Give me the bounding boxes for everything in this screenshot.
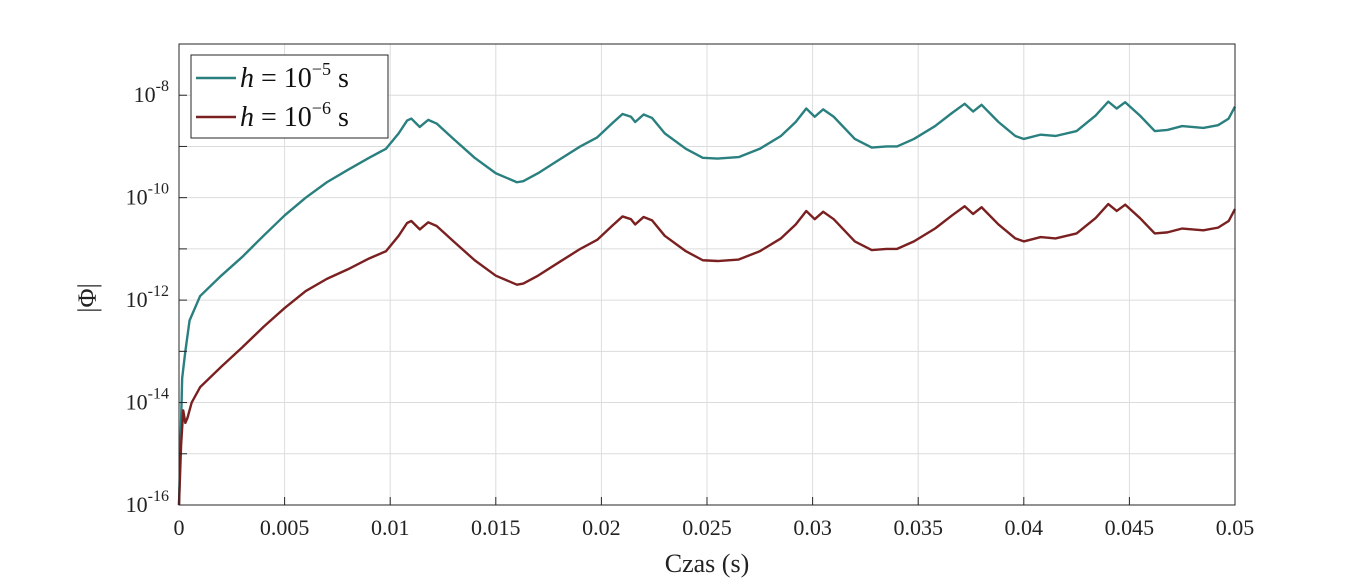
legend: h = 10−5 s h = 10−6 s — [190, 54, 389, 139]
x-axis-ticks: 0 0.005 0.01 0.015 0.02 0.025 0.03 0.035 0.04 0.0… — [174, 497, 1255, 540]
legend-box — [190, 54, 389, 139]
y-axis-ticks: 10-16 10-14 10-12 10-10 10-8 — [126, 43, 187, 517]
y-tick-label: 10-14 — [126, 386, 169, 415]
x-tick-label: 0 — [174, 515, 185, 540]
x-tick-label: 0.01 — [371, 515, 410, 540]
x-tick-label: 0.025 — [682, 515, 732, 540]
x-tick-label: 0.05 — [1216, 515, 1255, 540]
y-tick-label: 10-10 — [126, 181, 169, 210]
x-tick-label: 0.015 — [471, 515, 521, 540]
legend-label-2: h = 10−6 s — [240, 98, 349, 133]
x-axis-label: Czas (s) — [665, 549, 749, 578]
legend-label-1: h = 10−5 s — [240, 59, 349, 94]
y-tick-label: 10-12 — [126, 283, 169, 312]
y-axis-label: |Φ| — [73, 283, 102, 312]
x-tick-label: 0.02 — [582, 515, 621, 540]
x-tick-label: 0.03 — [793, 515, 832, 540]
x-tick-label: 0.035 — [893, 515, 943, 540]
y-tick-label: 10-16 — [126, 488, 169, 517]
x-tick-label: 0.045 — [1105, 515, 1155, 540]
series-lines — [177, 100, 1237, 506]
x-tick-label: 0.04 — [1005, 515, 1044, 540]
x-tick-label: 0.005 — [260, 515, 310, 540]
series-line-1 — [177, 100, 1237, 506]
y-tick-label: 10-8 — [134, 78, 169, 107]
series-line-2 — [177, 202, 1237, 506]
